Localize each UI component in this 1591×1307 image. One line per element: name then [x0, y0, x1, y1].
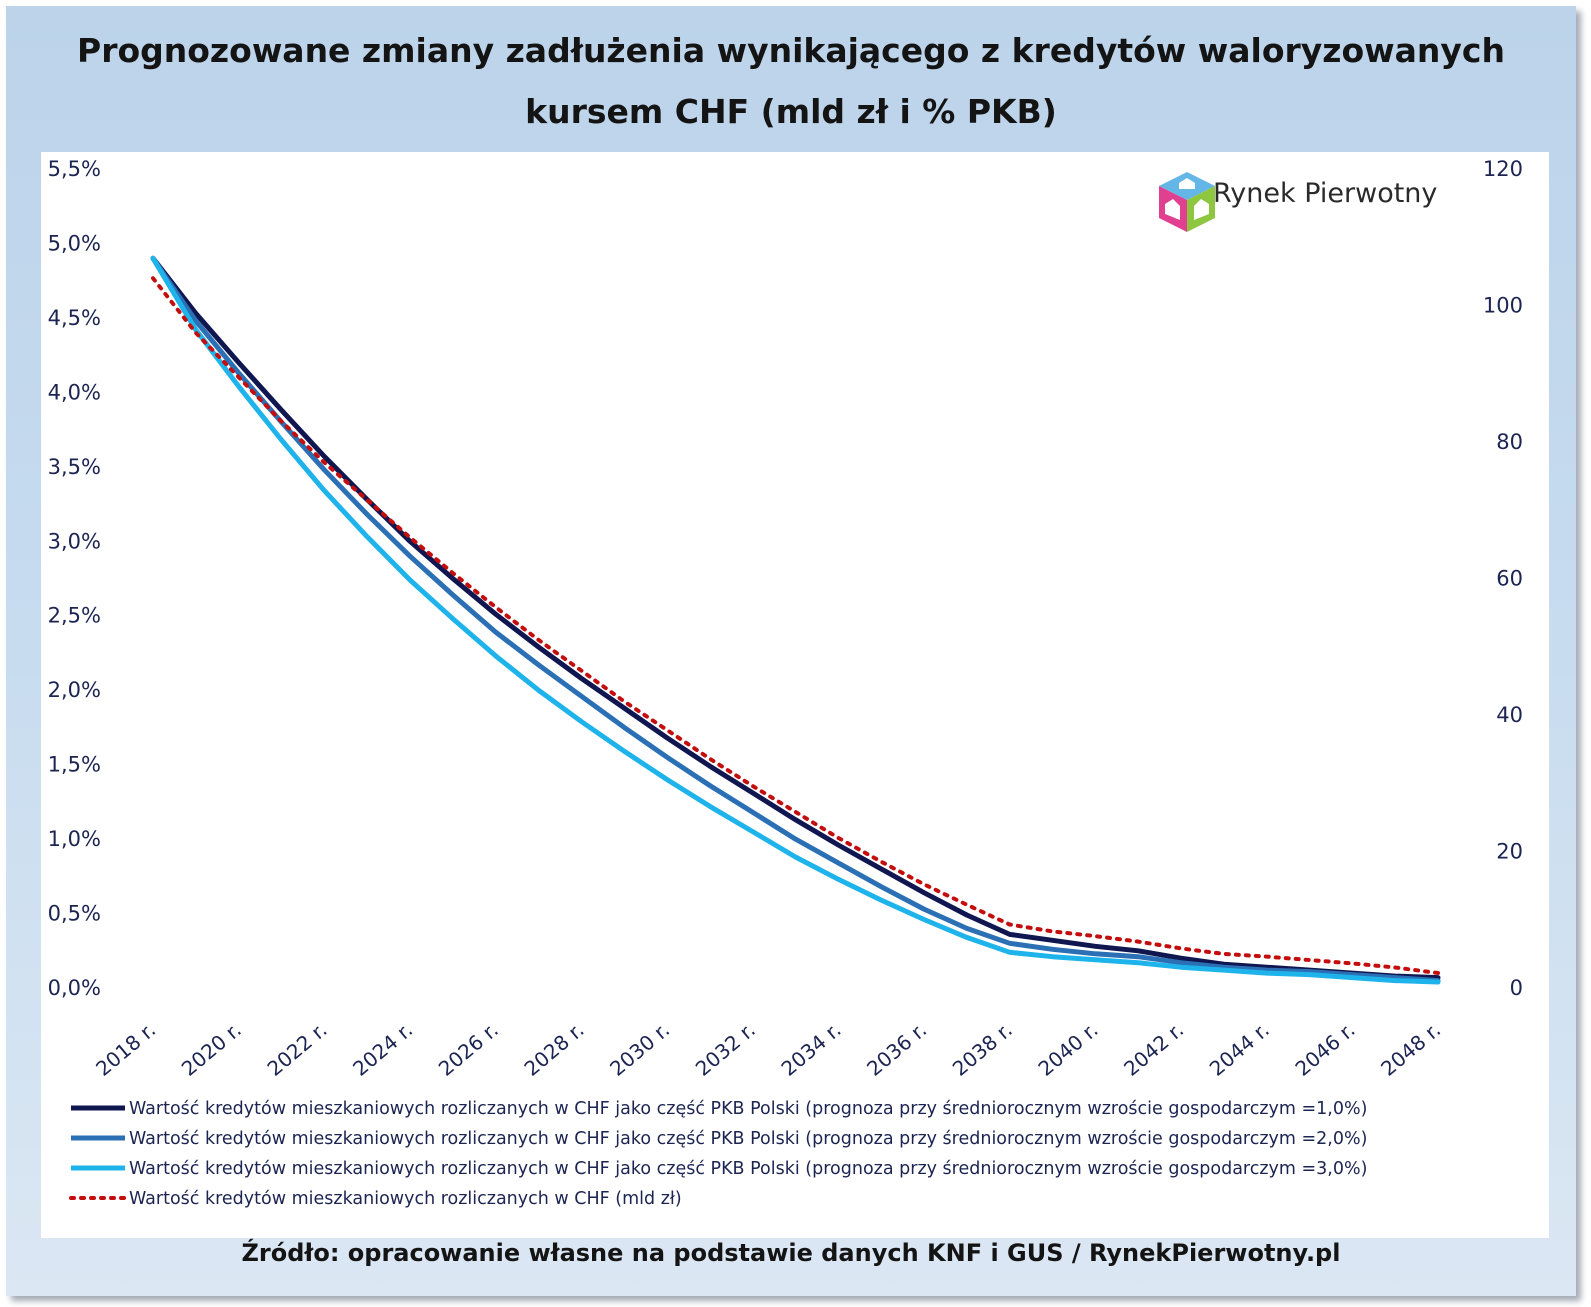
- series-line-1: [150, 255, 1441, 981]
- legend-label: Wartość kredytów mieszkaniowych rozlicza…: [129, 1159, 1367, 1179]
- legend-item-1: Wartość kredytów mieszkaniowych rozlicza…: [71, 1099, 1367, 1119]
- series-line-4: [151, 276, 1440, 975]
- x-tick-label: 2036 r.: [862, 1017, 931, 1080]
- x-tick-label: 2022 r.: [262, 1017, 331, 1080]
- y-right-tick-label: 40: [1496, 703, 1523, 727]
- legend-item-3: Wartość kredytów mieszkaniowych rozlicza…: [71, 1159, 1367, 1179]
- y-left-tick-label: 3,5%: [48, 455, 101, 479]
- chart-frame: Prognozowane zmiany zadłużenia wynikając…: [6, 6, 1576, 1296]
- y-left-tick-label: 5,0%: [48, 231, 101, 255]
- y-right-tick-label: 20: [1496, 840, 1523, 864]
- x-tick-label: 2040 r.: [1033, 1017, 1102, 1080]
- chart-title-line-1: Prognozowane zmiany zadłużenia wynikając…: [77, 31, 1505, 70]
- y-right-tick-label: 100: [1483, 294, 1523, 318]
- x-tick-label: 2020 r.: [177, 1017, 246, 1080]
- house-cube-icon: [1159, 172, 1215, 232]
- y-right-tick-label: 120: [1483, 157, 1523, 181]
- y-left-tick-label: 2,0%: [48, 678, 101, 702]
- x-tick-label: 2046 r.: [1290, 1017, 1359, 1080]
- x-tick-label: 2024 r.: [348, 1017, 417, 1080]
- y-left-tick-label: 2,5%: [48, 604, 101, 628]
- y-left-tick-label: 1,0%: [48, 827, 101, 851]
- x-tick-label: 2038 r.: [948, 1017, 1017, 1080]
- y-right-tick-label: 60: [1496, 567, 1523, 591]
- y-right-tick-label: 80: [1496, 430, 1523, 454]
- x-tick-label: 2026 r.: [434, 1017, 503, 1080]
- x-tick-label: 2044 r.: [1205, 1017, 1274, 1080]
- y-left-tick-label: 5,5%: [48, 157, 101, 181]
- source-note: Źródło: opracowanie własne na podstawie …: [241, 1239, 1341, 1267]
- chart-title: Prognozowane zmiany zadłużenia wynikając…: [6, 20, 1576, 142]
- series-line-3: [150, 255, 1441, 985]
- brand-logo-text: Rynek Pierwotny: [1213, 178, 1438, 209]
- y-left-tick-label: 3,0%: [48, 529, 101, 553]
- chart-title-line-2: kursem CHF (mld zł i % PKB): [525, 92, 1057, 131]
- x-tick-label: 2034 r.: [776, 1017, 845, 1080]
- x-tick-label: 2018 r.: [91, 1017, 160, 1080]
- x-tick-label: 2028 r.: [519, 1017, 588, 1080]
- legend-label: Wartość kredytów mieszkaniowych rozlicza…: [129, 1099, 1367, 1119]
- y-left-tick-label: 1,5%: [48, 753, 101, 777]
- y-left-tick-label: 4,0%: [48, 380, 101, 404]
- legend-item-4: Wartość kredytów mieszkaniowych rozlicza…: [69, 1189, 682, 1209]
- x-tick-label: 2042 r.: [1119, 1017, 1188, 1080]
- x-tick-label: 2048 r.: [1376, 1017, 1445, 1080]
- x-tick-label: 2032 r.: [691, 1017, 760, 1080]
- y-left-tick-label: 4,5%: [48, 306, 101, 330]
- legend-label: Wartość kredytów mieszkaniowych rozlicza…: [129, 1129, 1367, 1149]
- y-right-tick-label: 0: [1510, 976, 1523, 1000]
- y-left-tick-label: 0,0%: [48, 976, 101, 1000]
- x-tick-label: 2030 r.: [605, 1017, 674, 1080]
- series-line-2: [150, 255, 1441, 984]
- legend-label: Wartość kredytów mieszkaniowych rozlicza…: [129, 1189, 682, 1209]
- legend-item-2: Wartość kredytów mieszkaniowych rozlicza…: [71, 1129, 1367, 1149]
- y-left-tick-label: 0,5%: [48, 902, 101, 926]
- plot-area: 0,0% 0,5% 1,0% 1,5% 2,0% 2,5% 3,0% 3,5% 4,0% 4,5%…: [41, 152, 1549, 1238]
- line-chart: 0,0% 0,5% 1,0% 1,5% 2,0% 2,5% 3,0% 3,5% 4,0% 4,5%…: [48, 157, 1523, 1209]
